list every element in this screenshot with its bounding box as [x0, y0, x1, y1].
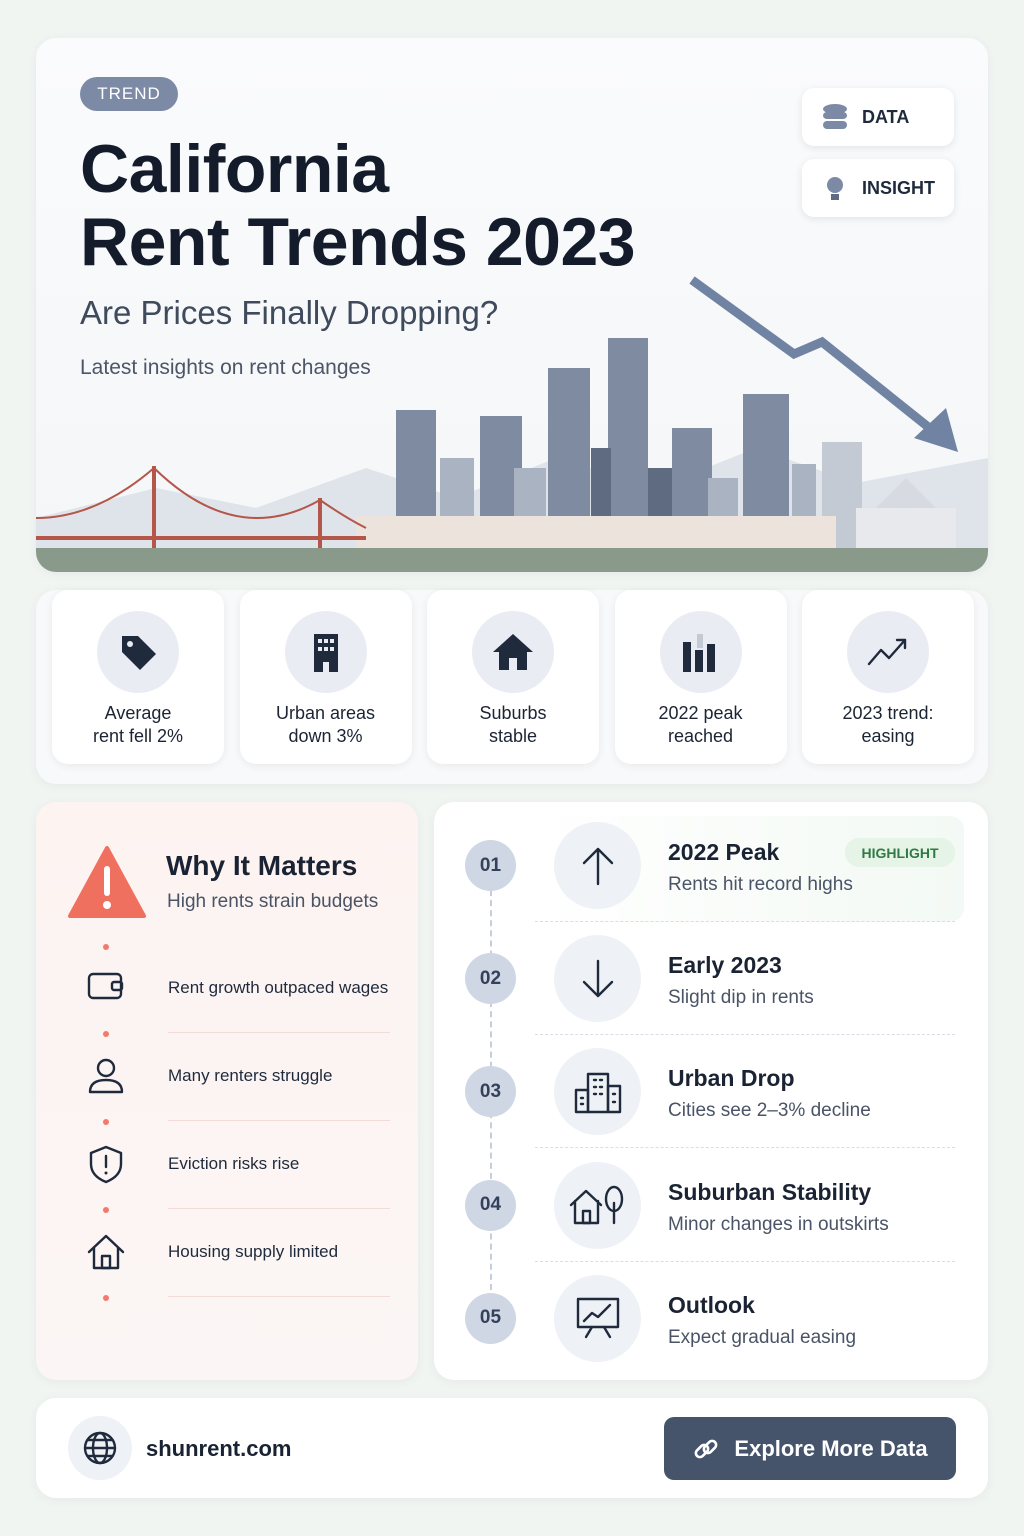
insight-chip: INSIGHT — [802, 159, 954, 217]
step-number: 03 — [465, 1066, 516, 1118]
step-icon — [554, 1274, 641, 1362]
skyline-illustration — [36, 276, 988, 572]
stat-label: Suburbs stable — [479, 703, 547, 746]
step-desc: Slight dip in rents — [668, 987, 814, 1009]
item-icon — [86, 1232, 126, 1277]
step-icon — [554, 1161, 641, 1249]
bulb-icon — [827, 177, 843, 200]
step-number: 01 — [465, 840, 516, 891]
stat-card: Urban areas down 3% — [239, 590, 412, 764]
step-icon — [554, 822, 641, 909]
why-item: Housing supply limited — [168, 1242, 339, 1261]
item-icon — [86, 1144, 126, 1189]
timeline-card — [434, 802, 988, 1380]
trend-badge: TREND — [80, 77, 178, 111]
site-url: shunrent.com — [146, 1436, 292, 1461]
stat-card: 2022 peak reached — [614, 590, 787, 764]
step-number: 04 — [465, 1179, 516, 1231]
why-item: Eviction risks rise — [168, 1154, 300, 1173]
why-item: Rent growth outpaced wages — [168, 978, 389, 997]
step-icon — [554, 935, 641, 1023]
title-line: California — [80, 131, 389, 207]
stat-icon — [97, 611, 179, 693]
tagline: Latest insights on rent changes — [80, 356, 371, 379]
stat-card: 2023 trend: easing — [802, 590, 974, 764]
warning-icon — [68, 846, 146, 918]
why-item: Many renters struggle — [168, 1066, 333, 1085]
divider — [168, 1120, 390, 1121]
divider — [168, 1032, 390, 1033]
divider — [535, 921, 955, 922]
database-icon — [823, 104, 847, 129]
step-number: 05 — [465, 1292, 516, 1344]
highlight-badge: HIGHLIGHT — [845, 838, 955, 867]
why-title: Why It Matters — [166, 850, 358, 881]
step-title: Early 2023 — [668, 952, 782, 979]
separator-dot — [103, 1207, 109, 1213]
divider — [535, 1260, 955, 1262]
globe-icon — [68, 1416, 132, 1480]
step-desc: Expect gradual easing — [668, 1326, 857, 1348]
stat-label: Average rent fell 2% — [92, 703, 184, 746]
separator-dot — [103, 944, 109, 950]
divider — [168, 1208, 390, 1209]
stat-label: 2023 trend: easing — [842, 703, 934, 746]
stat-card: Average rent fell 2% — [52, 590, 224, 764]
divider — [535, 1034, 955, 1036]
divider — [535, 1147, 955, 1149]
step-title: Outlook — [668, 1291, 755, 1318]
subtitle: Are Prices Finally Dropping? — [80, 294, 499, 331]
stat-icon — [659, 611, 742, 693]
separator-dot — [103, 1295, 109, 1301]
chip-label: DATA — [862, 106, 910, 127]
step-icon — [554, 1048, 641, 1136]
step-desc: Minor changes in outskirts — [668, 1213, 889, 1235]
stat-icon — [847, 611, 929, 693]
button-label[interactable]: Explore More Data — [734, 1435, 928, 1461]
item-icon — [86, 968, 126, 1009]
stat-card: Suburbs stable — [427, 590, 599, 764]
stat-icon — [472, 611, 554, 693]
step-number: 02 — [465, 953, 516, 1005]
stat-label: 2022 peak reached — [658, 703, 743, 746]
separator-dot — [103, 1119, 109, 1125]
step-title: Suburban Stability — [668, 1178, 872, 1205]
separator-dot — [103, 1031, 109, 1037]
explore-button[interactable]: Explore More Data — [664, 1417, 956, 1480]
title-line: Rent Trends 2023 — [80, 204, 636, 280]
step-title: 2022 Peak — [668, 839, 780, 865]
item-icon — [86, 1056, 126, 1101]
footer-card: shunrent.com Explore More Data — [36, 1398, 988, 1498]
divider — [168, 1296, 390, 1297]
why-subtitle: High rents strain budgets — [167, 891, 379, 912]
step-desc: Rents hit record highs — [668, 874, 853, 895]
step-title: Urban Drop — [668, 1065, 795, 1092]
data-chip: DATA — [802, 88, 954, 146]
step-desc: Cities see 2–3% decline — [668, 1100, 871, 1122]
stat-icon — [284, 611, 367, 693]
chip-label: INSIGHT — [862, 177, 936, 198]
stat-label: Urban areas down 3% — [275, 703, 376, 746]
